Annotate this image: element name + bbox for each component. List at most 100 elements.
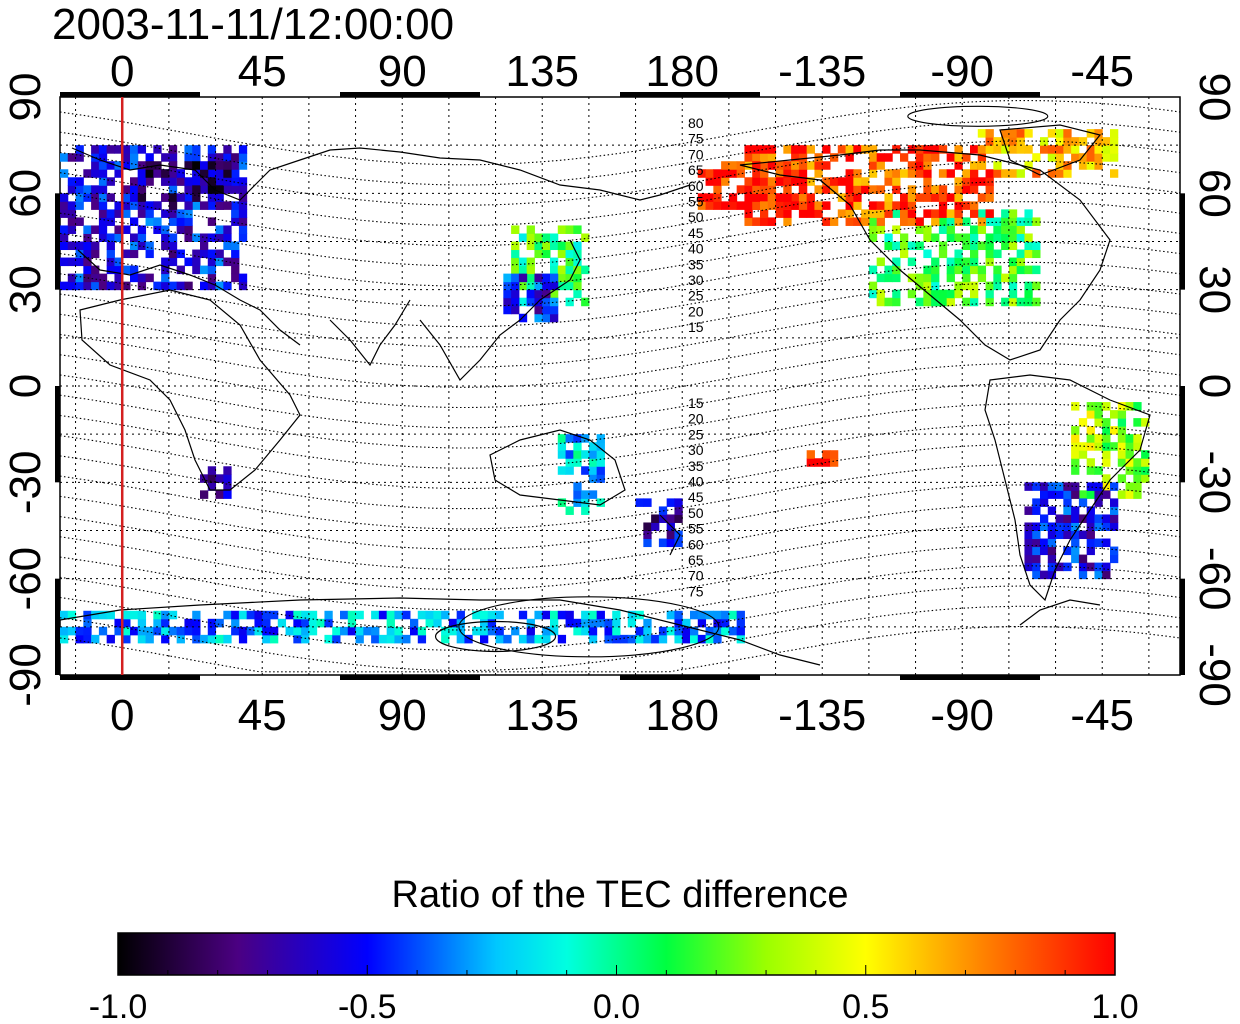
tec-cell [1071, 522, 1080, 531]
tec-cell [581, 626, 590, 636]
tec-cell [75, 281, 84, 291]
tec-cell [775, 177, 784, 186]
tec-cell [962, 201, 971, 210]
tec-cell [1024, 522, 1033, 531]
tec-cell [1094, 153, 1103, 162]
tec-cell [511, 257, 520, 267]
tec-cell [915, 225, 924, 234]
tec-cell [970, 145, 979, 154]
tec-cell [1063, 498, 1072, 507]
tec-cell [60, 626, 69, 636]
mlat-contour [60, 201, 1180, 267]
mlat-contour [60, 464, 1180, 530]
tec-cell [931, 281, 940, 291]
coastlines [60, 124, 1151, 666]
tec-cell [1078, 490, 1088, 499]
coast-antarctica [60, 597, 821, 666]
tec-cell [231, 273, 240, 283]
tec-cell [612, 626, 621, 636]
tec-cell [798, 193, 808, 202]
tec-cell [137, 610, 147, 620]
tec-cell [91, 273, 100, 283]
tec-cell [192, 634, 201, 644]
tec-cell [1024, 289, 1033, 299]
tec-cell [192, 249, 201, 259]
tec-cell [1008, 169, 1018, 178]
tec-cell [1008, 281, 1018, 291]
tec-cell [985, 137, 994, 146]
tec-cell [830, 185, 839, 194]
tec-cell [153, 217, 162, 226]
tec-cell [923, 233, 932, 242]
tec-cell [977, 193, 987, 202]
tec-cell [75, 145, 84, 154]
tec-cell [900, 209, 909, 218]
tec-cell [876, 201, 885, 210]
tec-cell [744, 177, 753, 186]
tec-cell [892, 297, 901, 307]
tec-cell [565, 265, 574, 275]
tec-cell [1102, 562, 1111, 572]
tec-cell [915, 193, 924, 202]
tec-cell [534, 241, 543, 251]
tec-cell [760, 193, 769, 202]
tec-cell [137, 233, 147, 242]
tec-cell [1001, 137, 1010, 146]
tec-cell [114, 145, 123, 154]
tec-cell [1063, 546, 1072, 556]
tec-cell [977, 145, 987, 154]
tec-cell [1024, 562, 1033, 572]
tec-cell [215, 185, 224, 194]
tec-cell [534, 313, 543, 323]
tec-cell [550, 305, 559, 315]
tec-cell [1094, 434, 1103, 443]
tec-cell [1133, 474, 1142, 483]
tec-cell [993, 233, 1002, 242]
tec-cell [588, 634, 598, 644]
tec-cell [130, 273, 139, 283]
tec-cell [472, 610, 481, 620]
tec-cell [1133, 434, 1142, 443]
tec-cell [985, 193, 994, 202]
tec-cell [1008, 217, 1018, 226]
tec-cell [75, 257, 84, 267]
tec-cell [1117, 458, 1127, 467]
tec-cell [91, 265, 100, 275]
tec-cell [1047, 562, 1057, 572]
tec-cell [993, 169, 1002, 178]
tec-cell [1032, 538, 1041, 548]
tec-cell [168, 169, 178, 178]
tec-cell [845, 209, 854, 218]
lon-tick-label-bottom: 90 [378, 691, 427, 740]
tec-cell [573, 265, 582, 275]
tec-cell [954, 153, 963, 162]
tec-cell [1001, 217, 1010, 226]
tec-cell [83, 169, 92, 178]
tec-cell [137, 201, 147, 210]
tec-cell [946, 217, 955, 226]
tec-cell [270, 634, 279, 644]
mlat-label-north: 30 [688, 272, 704, 288]
tec-cell [845, 185, 854, 194]
tec-cell [184, 209, 193, 218]
tec-cell [550, 289, 559, 299]
coast-india [329, 299, 411, 367]
tec-cell [122, 209, 131, 218]
tec-cell [231, 618, 240, 628]
tec-cell [526, 273, 535, 283]
tec-cell [892, 209, 901, 218]
tec-cell [130, 201, 139, 210]
tec-cell [1071, 426, 1080, 435]
tec-cell [1016, 169, 1025, 178]
tec-cell [503, 297, 512, 307]
tec-cell [106, 249, 115, 259]
tec-cell [627, 634, 637, 644]
tec-cell [581, 265, 590, 275]
tec-cell [137, 241, 147, 251]
tec-cell [954, 193, 963, 202]
tec-cell [223, 474, 232, 483]
tec-cell [923, 289, 932, 299]
tec-cell [83, 233, 92, 242]
tec-cell [588, 490, 598, 499]
